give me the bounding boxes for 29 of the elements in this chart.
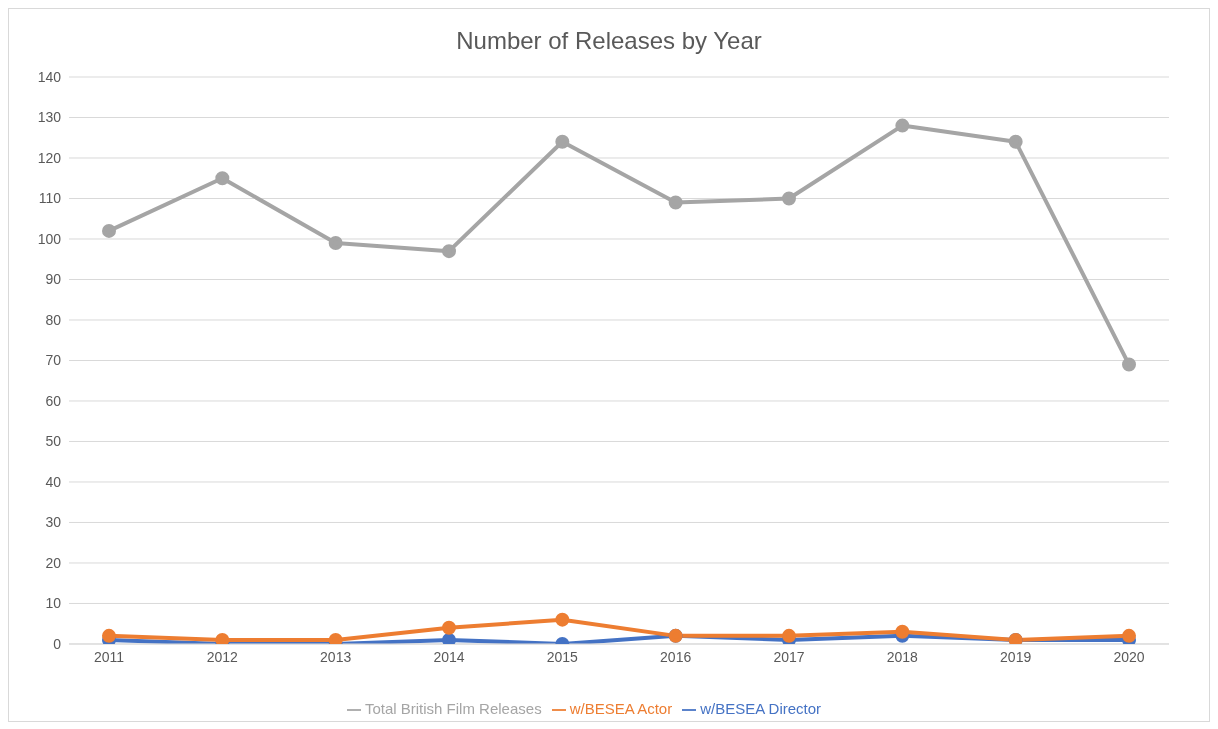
x-tick-label: 2017 — [773, 648, 805, 665]
y-tick-label: 100 — [37, 230, 62, 247]
x-tick-label: 2011 — [93, 648, 125, 665]
legend-label: Total British Film Releases — [364, 699, 542, 717]
y-tick-label: 10 — [45, 595, 62, 612]
x-tick-label: 2012 — [206, 648, 239, 665]
y-tick-label: 60 — [45, 392, 62, 409]
y-tick-label: 70 — [45, 352, 62, 369]
y-tick-label: 80 — [45, 311, 62, 328]
y-tick-label: 30 — [45, 514, 62, 531]
y-tick-label: 20 — [45, 554, 62, 571]
y-tick-label: 120 — [37, 149, 62, 166]
x-tick-label: 2020 — [1113, 648, 1145, 665]
y-tick-label: 0 — [53, 635, 62, 652]
y-tick-label: 110 — [38, 190, 62, 207]
legend-label: w/BESEA Director — [700, 699, 822, 717]
x-tick-label: 2018 — [886, 648, 919, 665]
chart-title: Number of Releases by Year — [455, 26, 763, 56]
y-tick-label: 90 — [45, 271, 62, 288]
x-tick-label: 2015 — [546, 648, 579, 665]
legend-label: w/BESEA Actor — [569, 699, 673, 717]
y-tick-label: 40 — [45, 473, 62, 490]
y-tick-label: 130 — [37, 109, 62, 126]
x-tick-label: 2014 — [433, 648, 465, 665]
y-tick-label: 50 — [45, 433, 62, 450]
x-tick-label: 2016 — [660, 648, 692, 665]
x-tick-label: 2019 — [1000, 648, 1032, 665]
y-tick-label: 140 — [37, 68, 62, 85]
x-tick-label: 2013 — [320, 648, 352, 665]
